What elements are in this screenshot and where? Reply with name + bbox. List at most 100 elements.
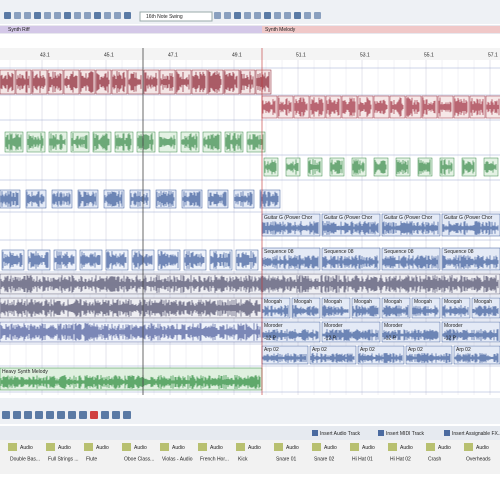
clip[interactable] bbox=[405, 345, 453, 365]
channel-icon[interactable] bbox=[160, 443, 169, 451]
transport-button[interactable] bbox=[35, 411, 43, 419]
swing-dropdown[interactable] bbox=[139, 11, 213, 22]
clip-label: Arp 02 bbox=[264, 347, 279, 353]
channel-icon[interactable] bbox=[122, 443, 131, 451]
toolbar-button[interactable] bbox=[64, 12, 71, 19]
transport-button[interactable] bbox=[24, 411, 32, 419]
waveform bbox=[390, 97, 404, 117]
toolbar-button[interactable] bbox=[304, 12, 311, 19]
transport-button[interactable] bbox=[123, 411, 131, 419]
channel-icon[interactable] bbox=[312, 443, 321, 451]
clip-label: Heavy Synth Melody bbox=[2, 369, 48, 375]
toolbar-button[interactable] bbox=[84, 12, 91, 19]
channel-icon[interactable] bbox=[388, 443, 397, 451]
ruler-label: 45.1 bbox=[104, 52, 114, 58]
toolbar-button[interactable] bbox=[74, 12, 81, 19]
channel-name: Kick bbox=[238, 456, 248, 462]
waveform bbox=[322, 305, 349, 317]
clip[interactable] bbox=[175, 69, 192, 95]
insert-track-icon[interactable] bbox=[378, 430, 384, 436]
ruler bbox=[0, 48, 500, 60]
clip[interactable] bbox=[357, 345, 405, 365]
waveform bbox=[358, 97, 372, 117]
marker[interactable] bbox=[0, 26, 262, 33]
toolbar-button[interactable] bbox=[54, 12, 61, 19]
transport-button[interactable] bbox=[46, 411, 54, 419]
clip[interactable] bbox=[441, 321, 500, 343]
toolbar-button[interactable] bbox=[104, 12, 111, 19]
insert-track-button[interactable]: Insert MIDI Track bbox=[386, 431, 425, 437]
clip[interactable] bbox=[321, 247, 381, 271]
toolbar-button[interactable] bbox=[284, 12, 291, 19]
toolbar-button[interactable] bbox=[234, 12, 241, 19]
transport-button[interactable] bbox=[57, 411, 65, 419]
waveform bbox=[203, 133, 220, 151]
clip-label: Moogah bbox=[324, 299, 342, 305]
toolbar-button[interactable] bbox=[294, 12, 301, 19]
marker[interactable] bbox=[262, 26, 500, 33]
channel-icon[interactable] bbox=[464, 443, 473, 451]
waveform bbox=[412, 305, 439, 317]
toolbar-button[interactable] bbox=[114, 12, 121, 19]
toolbar-button[interactable] bbox=[124, 12, 131, 19]
waveform bbox=[0, 72, 14, 92]
waveform bbox=[128, 72, 142, 92]
transport-button[interactable] bbox=[13, 411, 21, 419]
toolbar-button[interactable] bbox=[4, 12, 11, 19]
clip[interactable] bbox=[381, 321, 441, 343]
insert-track-icon[interactable] bbox=[312, 430, 318, 436]
toolbar-button[interactable] bbox=[314, 12, 321, 19]
insert-track-button[interactable]: Insert Audio Track bbox=[320, 431, 361, 437]
toolbar-button[interactable] bbox=[224, 12, 231, 19]
toolbar-button[interactable] bbox=[254, 12, 261, 19]
waveform bbox=[382, 305, 409, 317]
transport-button[interactable] bbox=[112, 411, 120, 419]
channel-icon[interactable] bbox=[198, 443, 207, 451]
insert-track-icon[interactable] bbox=[444, 430, 450, 436]
channel-icon[interactable] bbox=[350, 443, 359, 451]
waveform bbox=[262, 305, 289, 317]
clip[interactable] bbox=[293, 95, 310, 119]
toolbar-button[interactable] bbox=[94, 12, 101, 19]
ruler-label: 49.1 bbox=[232, 52, 242, 58]
ruler-label: 47.1 bbox=[168, 52, 178, 58]
waveform bbox=[80, 71, 94, 93]
clip[interactable] bbox=[223, 69, 240, 95]
toolbar-button[interactable] bbox=[264, 12, 271, 19]
clip-label: Moroder bbox=[444, 323, 463, 329]
clip[interactable] bbox=[95, 69, 112, 95]
channel-icon[interactable] bbox=[236, 443, 245, 451]
transport-button[interactable] bbox=[68, 411, 76, 419]
toolbar-button[interactable] bbox=[14, 12, 21, 19]
toolbar-button[interactable] bbox=[44, 12, 51, 19]
toolbar-button[interactable] bbox=[214, 12, 221, 19]
transport-button[interactable] bbox=[90, 411, 98, 419]
clip[interactable] bbox=[437, 95, 454, 119]
waveform bbox=[132, 251, 153, 269]
clip-label: Guitar G (Power Chor bbox=[384, 215, 433, 221]
toolbar-button[interactable] bbox=[274, 12, 281, 19]
clip[interactable] bbox=[47, 69, 64, 95]
transport-button[interactable] bbox=[2, 411, 10, 419]
toolbar-button[interactable] bbox=[34, 12, 41, 19]
waveform bbox=[181, 133, 198, 151]
waveform bbox=[144, 72, 158, 92]
clip[interactable] bbox=[441, 213, 500, 237]
channel-icon[interactable] bbox=[84, 443, 93, 451]
toolbar-button[interactable] bbox=[244, 12, 251, 19]
channel-icon[interactable] bbox=[274, 443, 283, 451]
waveform bbox=[454, 97, 468, 117]
waveform bbox=[49, 133, 66, 151]
waveform bbox=[382, 221, 439, 235]
transport-button[interactable] bbox=[79, 411, 87, 419]
waveform bbox=[382, 329, 439, 341]
waveform bbox=[52, 191, 71, 207]
waveform bbox=[294, 97, 308, 117]
insert-track-button[interactable]: Insert Assignable FX... bbox=[452, 431, 500, 437]
channel-icon[interactable] bbox=[8, 443, 17, 451]
channel-icon[interactable] bbox=[46, 443, 55, 451]
clip[interactable] bbox=[0, 69, 16, 95]
transport-button[interactable] bbox=[101, 411, 109, 419]
channel-icon[interactable] bbox=[426, 443, 435, 451]
toolbar-button[interactable] bbox=[24, 12, 31, 19]
